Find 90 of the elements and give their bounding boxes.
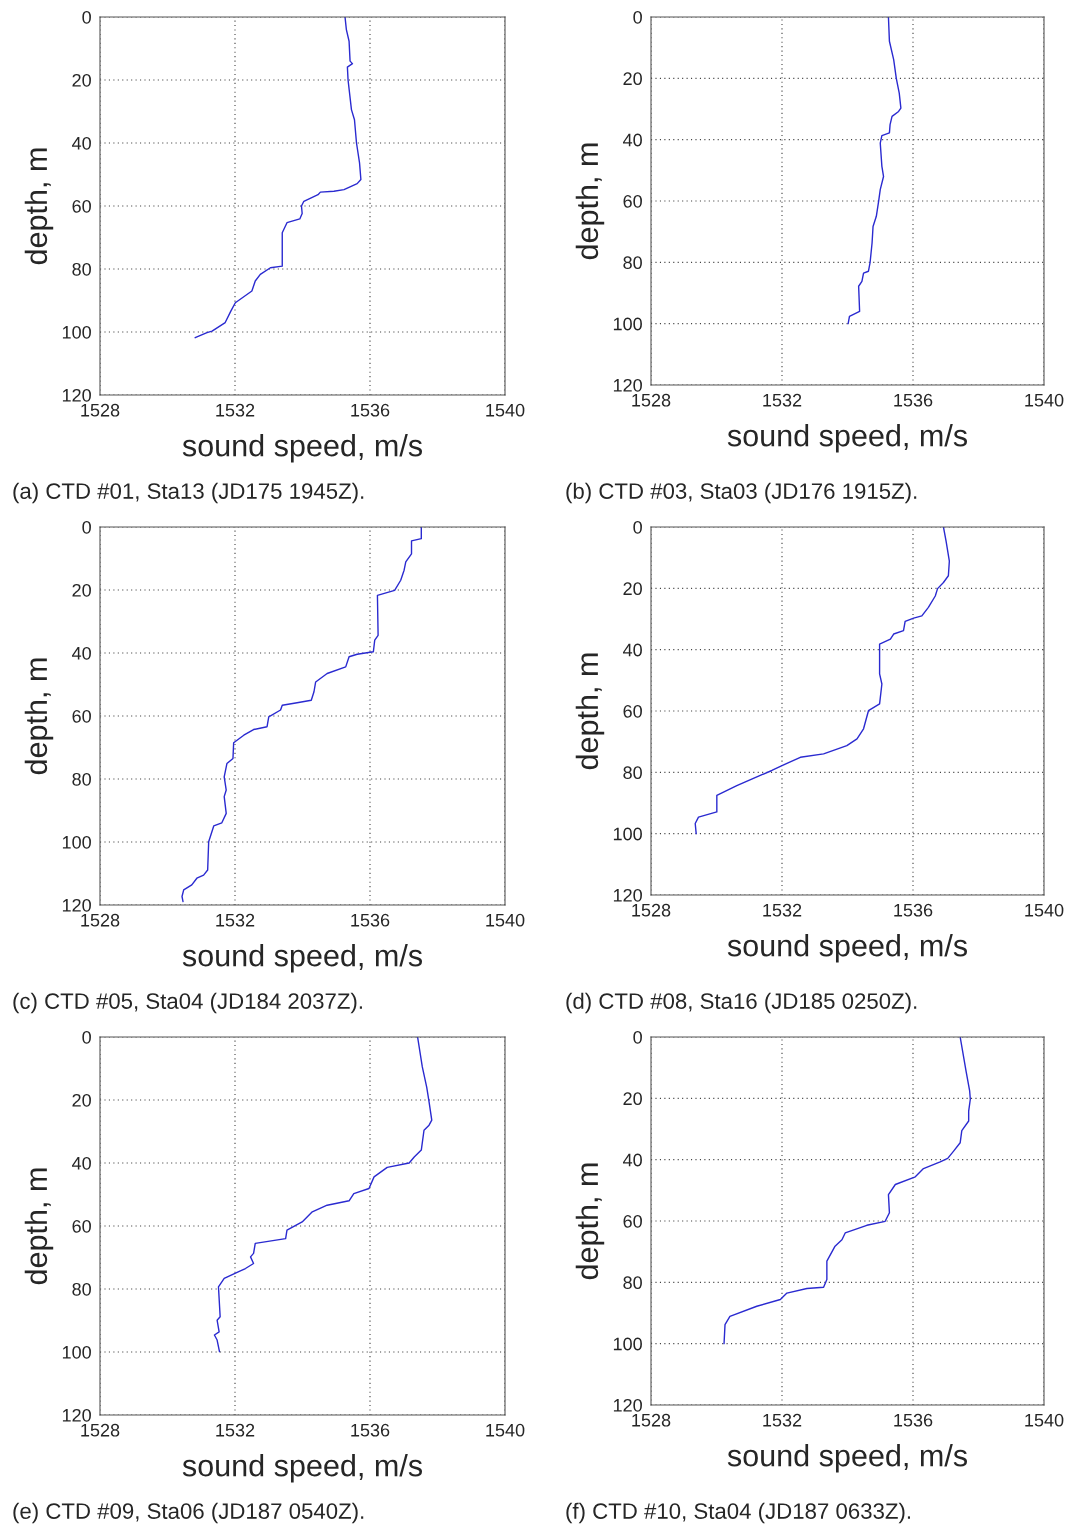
x-tick-label: 1536 (351, 1423, 390, 1437)
line-series (694, 527, 951, 835)
y-tick-label: 60 (72, 199, 91, 213)
y-axis-title: depth, m (24, 148, 54, 265)
y-tick-label: 20 (623, 1092, 642, 1106)
y-tick-label: 0 (82, 10, 91, 24)
line-series (847, 17, 902, 325)
x-tick-label: 1532 (763, 903, 802, 917)
y-tick-label: 80 (623, 256, 642, 270)
x-axis-title: sound speed, m/s (727, 934, 967, 963)
line-series (181, 527, 422, 903)
y-tick-label: 100 (613, 317, 642, 331)
x-tick-label: 1528 (632, 903, 671, 917)
y-axis-title: depth, m (24, 658, 54, 775)
x-tick-label: 1532 (216, 913, 255, 927)
x-tick-label: 1532 (763, 1413, 802, 1427)
line-series (723, 1037, 972, 1345)
y-tick-label: 60 (623, 194, 642, 208)
x-tick-label: 1536 (351, 403, 390, 417)
x-tick-label: 1528 (632, 393, 671, 407)
y-tick-label: 20 (72, 73, 91, 87)
y-tick-label: 0 (633, 1030, 642, 1044)
x-tick-label: 1532 (216, 1423, 255, 1437)
x-axis-title: sound speed, m/s (182, 1454, 422, 1483)
y-tick-label: 0 (633, 520, 642, 534)
x-tick-label: 1540 (1025, 393, 1064, 407)
x-tick-label: 1540 (486, 913, 525, 927)
line-series (194, 17, 362, 339)
y-tick-label: 60 (623, 1214, 642, 1228)
x-axis-title: sound speed, m/s (727, 424, 967, 453)
y-axis-title: depth, m (575, 1163, 605, 1280)
y-tick-label: 0 (82, 1030, 91, 1044)
text: (c) CTD #05, Sta04 (JD184 2037Z). (13, 992, 362, 1014)
y-tick-label: 100 (613, 1337, 642, 1351)
y-tick-label: 120 (62, 898, 91, 912)
y-tick-label: 120 (613, 378, 642, 392)
x-tick-label: 1536 (894, 393, 933, 407)
y-axis-title: depth, m (575, 653, 605, 770)
x-axis-title: sound speed, m/s (182, 434, 422, 463)
y-tick-label: 20 (623, 582, 642, 596)
text: (a) CTD #01, Sta13 (JD175 1945Z). (13, 482, 364, 504)
y-tick-label: 120 (62, 388, 91, 402)
y-tick-label: 120 (613, 1398, 642, 1412)
y-tick-label: 80 (72, 1282, 91, 1296)
y-tick-label: 60 (72, 709, 91, 723)
x-axis-title: sound speed, m/s (727, 1444, 967, 1473)
y-tick-label: 40 (623, 133, 642, 147)
text: (e) CTD #09, Sta06 (JD187 0540Z). (13, 1502, 364, 1524)
y-tick-label: 20 (72, 583, 91, 597)
y-axis-title: depth, m (575, 143, 605, 260)
y-tick-label: 40 (72, 136, 91, 150)
y-tick-label: 20 (623, 72, 642, 86)
x-tick-label: 1536 (894, 903, 933, 917)
y-tick-label: 40 (72, 646, 91, 660)
x-tick-label: 1540 (486, 403, 525, 417)
y-tick-label: 80 (72, 262, 91, 276)
y-tick-label: 100 (613, 827, 642, 841)
x-tick-label: 1528 (632, 1413, 671, 1427)
y-tick-label: 0 (82, 520, 91, 534)
y-tick-label: 100 (62, 1345, 91, 1359)
x-tick-label: 1540 (1025, 1413, 1064, 1427)
x-tick-label: 1528 (81, 403, 120, 417)
x-tick-label: 1540 (486, 1423, 525, 1437)
text: (f) CTD #10, Sta04 (JD187 0633Z). (566, 1502, 911, 1524)
y-tick-label: 0 (633, 10, 642, 24)
x-tick-label: 1528 (81, 1423, 120, 1437)
y-tick-label: 80 (72, 772, 91, 786)
y-tick-label: 60 (72, 1219, 91, 1233)
y-tick-label: 60 (623, 704, 642, 718)
y-tick-label: 40 (623, 643, 642, 657)
x-tick-label: 1536 (351, 913, 390, 927)
x-tick-label: 1532 (216, 403, 255, 417)
y-tick-label: 120 (613, 888, 642, 902)
line-series (213, 1037, 433, 1353)
y-tick-label: 100 (62, 325, 91, 339)
y-axis-title: depth, m (24, 1168, 54, 1285)
x-tick-label: 1532 (763, 393, 802, 407)
y-tick-label: 120 (62, 1408, 91, 1422)
y-tick-label: 40 (623, 1153, 642, 1167)
y-tick-label: 80 (623, 1276, 642, 1290)
text: (b) CTD #03, Sta03 (JD176 1915Z). (566, 482, 917, 504)
x-tick-label: 1536 (894, 1413, 933, 1427)
x-tick-label: 1540 (1025, 903, 1064, 917)
x-tick-label: 1528 (81, 913, 120, 927)
y-tick-label: 20 (72, 1093, 91, 1107)
y-tick-label: 40 (72, 1156, 91, 1170)
text: (d) CTD #08, Sta16 (JD185 0250Z). (566, 992, 917, 1014)
y-tick-label: 100 (62, 835, 91, 849)
x-axis-title: sound speed, m/s (182, 944, 422, 973)
y-tick-label: 80 (623, 766, 642, 780)
